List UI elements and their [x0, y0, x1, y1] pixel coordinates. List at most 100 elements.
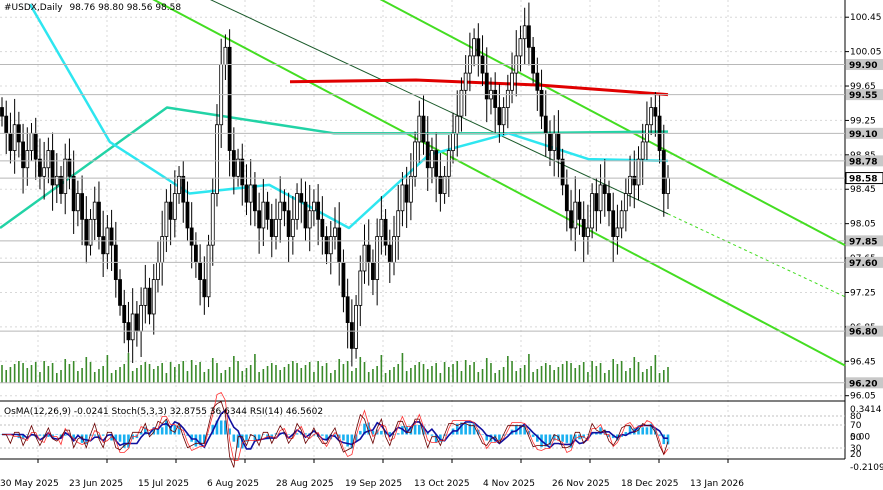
- osma-bar: [228, 428, 231, 435]
- candle-body: [581, 218, 586, 237]
- candle-body: [143, 287, 148, 306]
- volume-bar: [186, 371, 189, 383]
- volume-bar: [55, 373, 58, 383]
- candle-body: [408, 175, 413, 203]
- candle-body: [328, 236, 333, 255]
- volume-bar: [372, 369, 374, 383]
- level-badge: [846, 377, 883, 389]
- volume-bar: [388, 370, 391, 383]
- osma-bar: [624, 432, 628, 435]
- stoch-main-line: [2, 400, 669, 468]
- candle-body: [417, 115, 422, 143]
- osma-bar: [599, 427, 602, 435]
- osma-bar: [219, 420, 223, 435]
- candle-body: [67, 158, 72, 177]
- volume-bar: [127, 353, 130, 383]
- volume-bar: [106, 355, 109, 383]
- price-tick-label: 99.25: [850, 116, 876, 126]
- volume-bar: [178, 364, 180, 383]
- osma-bar: [325, 434, 328, 441]
- volume-bar: [258, 372, 260, 383]
- symbol-label: #USDX,Daily 98.76 98.80 98.56 98.58: [4, 3, 181, 13]
- osma-bar: [173, 424, 177, 435]
- volume-bar: [574, 368, 577, 383]
- volume-bar: [207, 369, 210, 383]
- volume-bar: [287, 364, 290, 383]
- candle-body: [430, 150, 434, 169]
- osma-bar: [413, 424, 417, 435]
- osma-bar: [573, 434, 577, 441]
- candle-body: [438, 175, 443, 194]
- volume-bar: [393, 367, 395, 383]
- date-tick-label: 18 Dec 2025: [621, 479, 679, 489]
- candle-body: [413, 141, 417, 177]
- volume-bar: [93, 372, 96, 383]
- median-line: [210, 0, 669, 215]
- candle-body: [46, 150, 51, 169]
- osma-bar: [333, 434, 337, 436]
- candle-body: [371, 261, 375, 280]
- volume-bar: [60, 370, 62, 383]
- candle-body: [12, 124, 17, 151]
- osma-bar: [477, 429, 480, 435]
- osma-bar: [485, 434, 489, 441]
- osma-bar: [156, 428, 160, 435]
- candle-body: [278, 201, 283, 220]
- osma-bar: [401, 426, 404, 435]
- candle-body: [59, 175, 63, 194]
- price-tick-label: 98.05: [850, 220, 876, 230]
- volume-bar: [283, 367, 286, 383]
- osma-bar: [198, 434, 202, 446]
- candle-body: [602, 184, 607, 194]
- osma-bar: [186, 434, 189, 436]
- osma-bar: [628, 426, 632, 435]
- volume-bar: [414, 365, 416, 383]
- candle-body: [29, 132, 34, 151]
- candle-body: [147, 287, 152, 315]
- volume-bar: [570, 363, 572, 383]
- candle-body: [518, 38, 523, 57]
- volume-bar: [30, 365, 33, 383]
- candle-body: [362, 244, 367, 272]
- candle-body: [4, 115, 9, 134]
- volume-bar: [397, 364, 400, 383]
- candle-body: [21, 141, 25, 169]
- volume-bar: [608, 370, 610, 383]
- osma-bar: [321, 434, 324, 436]
- volume-bar: [452, 364, 454, 383]
- osma-bar: [152, 427, 156, 435]
- volume-bar: [380, 355, 383, 383]
- osma-bar: [396, 433, 400, 435]
- indicator-tick-label: -0.2109: [850, 463, 883, 473]
- osma-bar: [139, 432, 143, 435]
- candle-body: [425, 141, 430, 169]
- volume-bar: [456, 361, 459, 383]
- volume-bar: [131, 371, 134, 383]
- candle-body: [400, 184, 405, 212]
- osma-bar: [160, 427, 164, 435]
- candle-body: [451, 132, 455, 151]
- volume-bar: [363, 362, 366, 383]
- osma-bar: [552, 434, 556, 441]
- volume-bar: [464, 360, 467, 383]
- level-badge-label: 99.55: [849, 91, 877, 101]
- volume-bar: [89, 362, 92, 383]
- osma-bar: [430, 434, 434, 436]
- volume-bar: [241, 371, 244, 383]
- candle-body: [80, 193, 84, 220]
- candle-body: [522, 25, 527, 40]
- volume-bar: [662, 370, 665, 383]
- candle-body: [88, 218, 93, 246]
- osma-bar: [384, 432, 387, 435]
- volume-bar: [279, 370, 282, 383]
- volume-bar: [321, 366, 324, 383]
- osma-bar: [468, 423, 472, 435]
- volume-bar: [228, 367, 231, 383]
- candle-body: [265, 201, 270, 220]
- volume-bar: [481, 369, 484, 383]
- volume-bar: [182, 361, 185, 383]
- volume-bar: [338, 359, 341, 383]
- osma-bar: [455, 423, 459, 435]
